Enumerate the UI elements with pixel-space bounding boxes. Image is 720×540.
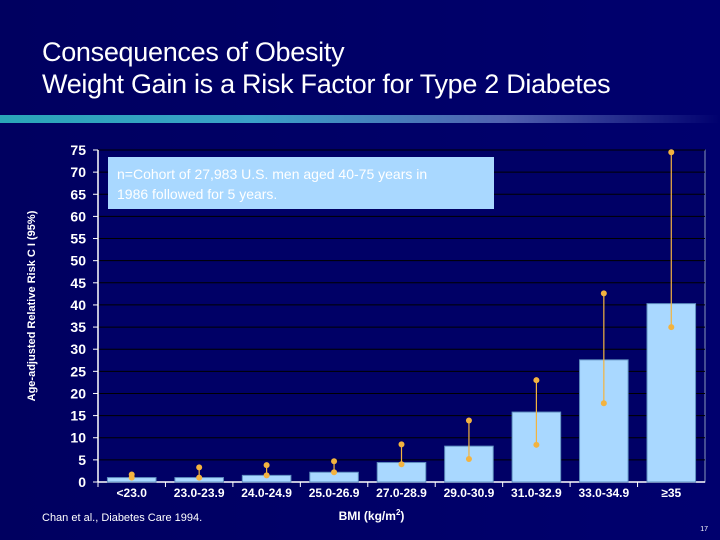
ci-lower-point [398,461,405,468]
y-tick-label: 15 [70,408,86,424]
x-axis-title-main: BMI (kg/m [339,509,396,523]
ci-lower-point [196,474,203,481]
ci-lower-point [668,324,675,331]
x-tick-label: ≥35 [661,486,681,500]
x-axis-title: BMI (kg/m2) [339,508,405,523]
ci-lower-point [465,455,472,462]
ci-upper-point [533,377,540,384]
x-tick-label: <23.0 [117,486,148,500]
y-tick-label: 60 [70,208,86,224]
source-citation: Chan et al., Diabetes Care 1994. [42,512,203,524]
x-tick-label: 25.0-26.9 [309,486,360,500]
slide-title: Consequences of Obesity Weight Gain is a… [42,36,611,100]
ci-upper-point [668,149,675,156]
ci-lower-point [263,472,270,479]
ci-lower-point [128,474,135,481]
x-tick-label: 29.0-30.9 [444,486,495,500]
ci-upper-point [263,462,270,469]
ci-lower-point [331,469,338,476]
title-line-1: Consequences of Obesity [42,37,345,67]
y-tick-label: 0 [78,474,86,490]
annotation-line-2: 1986 followed for 5 years. [117,186,277,202]
ci-upper-point [600,290,607,297]
y-tick-label: 10 [70,430,86,446]
ci-upper-point [331,458,338,465]
x-axis-title-tail: ) [400,509,404,523]
y-tick-label: 30 [70,341,86,357]
y-tick-label: 5 [78,452,86,468]
y-tick-label: 65 [70,186,86,202]
y-axis-title: Age-adjusted Relative Risk C I (95%) [26,210,38,401]
y-tick-label: 70 [70,164,86,180]
annotation-line-1: n=Cohort of 27,983 U.S. men aged 40-75 y… [117,166,427,182]
y-tick-label: 75 [70,142,86,158]
ci-upper-point [196,464,203,471]
y-tick-label: 45 [70,275,86,291]
ci-upper-point [398,441,405,448]
x-tick-label: 23.0-23.9 [174,486,225,500]
y-tick-label: 35 [70,319,86,335]
ci-lower-point [533,441,540,448]
title-divider [0,115,720,123]
bar [646,303,697,483]
x-axis-title-superscript: 2 [396,508,401,517]
y-tick-label: 40 [70,297,86,313]
x-tick-label: 33.0-34.9 [578,486,629,500]
ci-upper-point [465,417,472,424]
ci-lower-point [600,400,607,407]
y-tick-label: 20 [70,385,86,401]
annotation-box [108,157,494,209]
page-number: 17 [700,526,708,533]
x-tick-label: 27.0-28.9 [376,486,427,500]
x-tick-label: 24.0-24.9 [241,486,292,500]
annotation-text: n=Cohort of 27,983 U.S. men aged 40-75 y… [117,166,427,202]
y-tick-label: 55 [70,231,86,247]
title-line-2: Weight Gain is a Risk Factor for Type 2 … [42,69,611,99]
x-tick-label: 31.0-32.9 [511,486,562,500]
y-tick-label: 50 [70,253,86,269]
y-tick-label: 25 [70,363,86,379]
